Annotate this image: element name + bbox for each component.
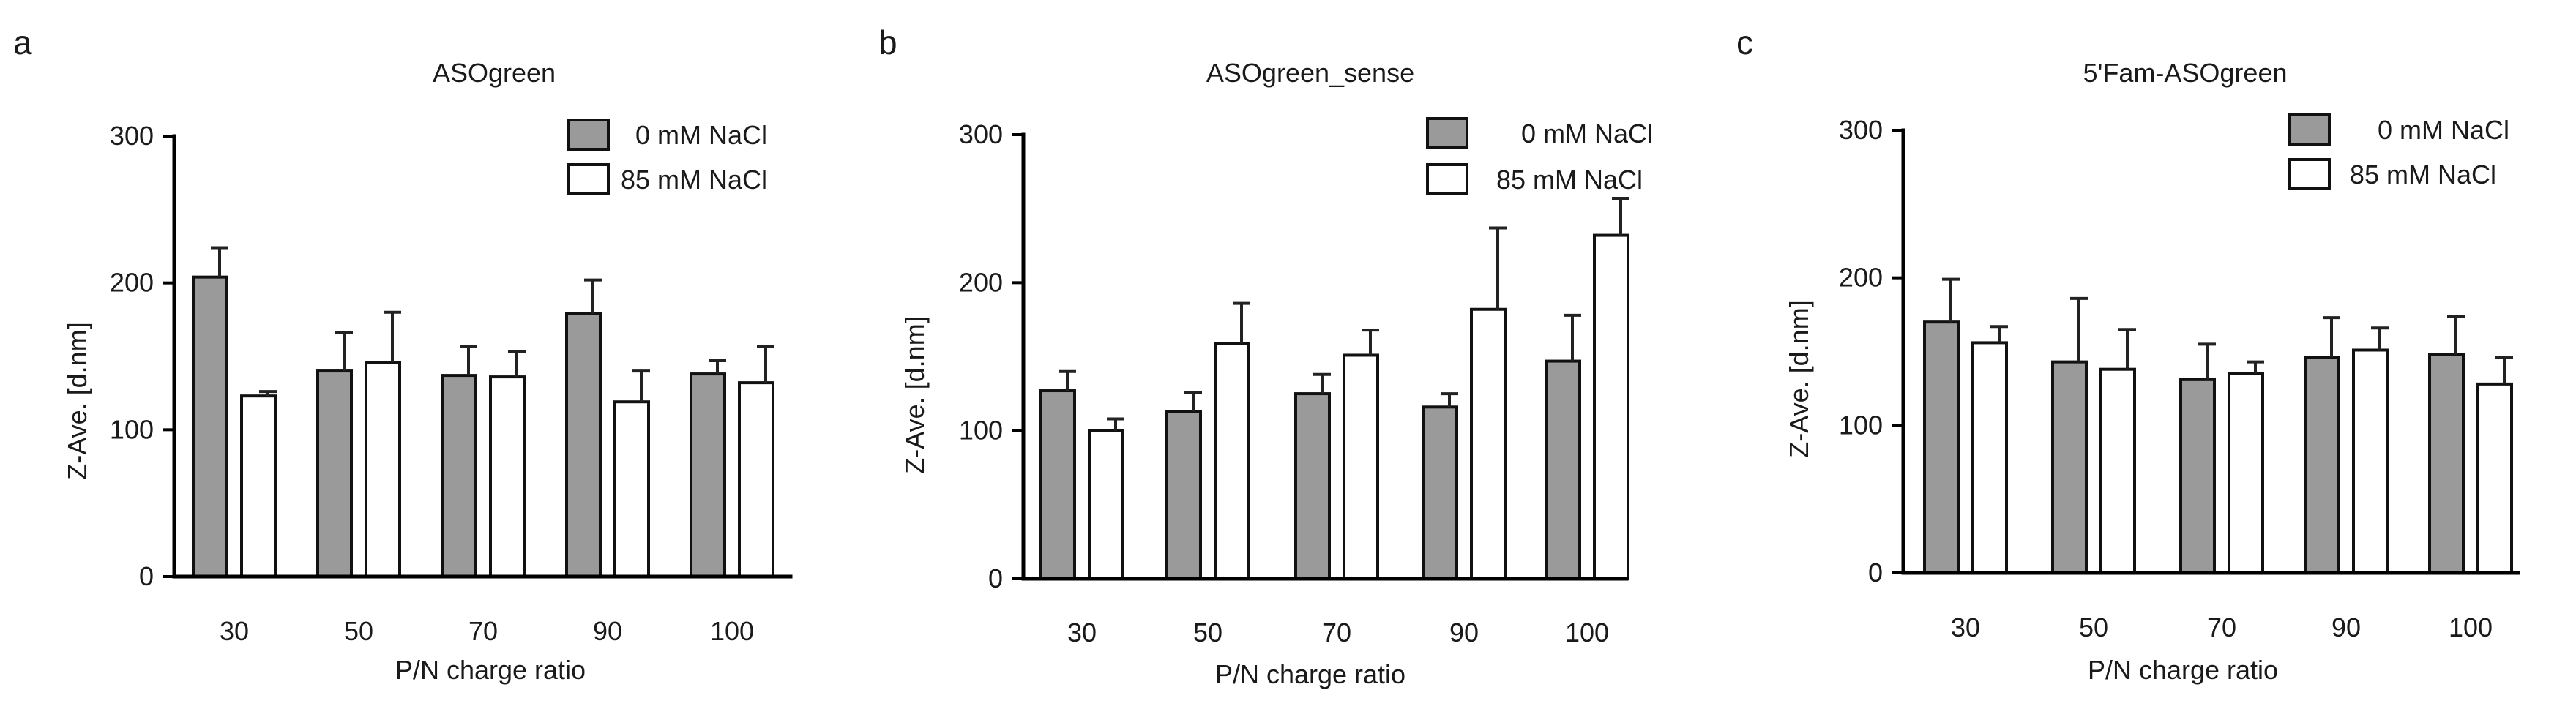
legend-label-85-mm-nacl: 85 mM NaCl [621,165,767,195]
chart-title: ASOgreen [433,58,556,88]
x-tick-label: 50 [2079,612,2108,642]
x-tick-label: 30 [1067,618,1097,648]
y-axis-title: Z-Ave. [d.nm] [900,316,930,473]
bar-85-mm-nacl-70 [1343,353,1379,580]
x-tick-label: 70 [468,616,498,646]
y-tick-label: 200 [959,267,1003,297]
bar-85-mm-nacl-30 [1971,341,2008,574]
y-tick-label: 300 [110,121,154,151]
panel-letter: a [13,23,32,61]
x-tick-label: 100 [2449,612,2493,642]
x-axis-title: P/N charge ratio [395,655,586,685]
bar-85-mm-nacl-70 [489,375,526,578]
legend: 0 mM NaCl 85 mM NaCl [567,119,767,195]
chart-title: ASOgreen_sense [1206,58,1414,88]
legend: 0 mM NaCl 85 mM NaCl [2288,113,2509,190]
y-tick-label: 0 [139,561,154,591]
bar-0-mm-nacl-100 [2428,353,2465,574]
bar-marks [1039,197,1629,581]
bar-0-mm-nacl-90 [565,312,602,578]
x-tick-label: 50 [1193,618,1222,648]
y-tick-label: 200 [1839,263,1883,293]
x-tick-label: 70 [2207,612,2236,642]
bar-marks [192,246,774,578]
legend-label-0-mm-nacl: 0 mM NaCl [1521,119,1653,149]
bar-85-mm-nacl-50 [1214,342,1250,580]
x-tick-label: 90 [1449,618,1479,648]
bar-0-mm-nacl-50 [316,369,353,578]
bar-marks [1923,277,2513,574]
x-axis-ticks: 30 50 70 90 100 [1901,571,2520,642]
y-axis-title: Z-Ave. [d.nm] [1784,300,1814,457]
legend-label-85-mm-nacl: 85 mM NaCl [1496,165,1643,195]
legend-label-85-mm-nacl: 85 mM NaCl [2350,160,2496,190]
legend-label-0-mm-nacl: 0 mM NaCl [635,120,767,150]
bar-0-mm-nacl-50 [1165,410,1202,581]
legend-label-0-mm-nacl: 0 mM NaCl [2378,115,2509,145]
bar-85-mm-nacl-100 [1593,233,1629,580]
x-axis-ticks: 30 50 70 90 100 [1021,577,1629,648]
y-axis-ticks: 0 100 200 300 [110,121,174,591]
chart-panel-b: b ASOgreen_sense Z-Ave. [d.nm] P/N charg… [878,23,1653,689]
y-tick-label: 200 [110,268,154,298]
y-axis-title: Z-Ave. [d.nm] [62,322,92,479]
y-tick-label: 0 [988,563,1003,593]
bar-85-mm-nacl-50 [365,361,401,578]
bar-0-mm-nacl-70 [441,374,477,578]
bar-85-mm-nacl-90 [1470,307,1507,580]
legend-swatch-85-mm-nacl [1426,163,1468,195]
bar-85-mm-nacl-90 [2352,348,2389,574]
chart-panel-a: a ASOgreen Z-Ave. [d.nm] P/N charge rati… [13,23,793,685]
bar-85-mm-nacl-100 [738,381,774,578]
x-tick-label: 30 [220,616,249,646]
y-axis-ticks: 0 100 200 300 [959,119,1023,593]
bar-85-mm-nacl-90 [613,400,650,578]
bar-0-mm-nacl-30 [192,275,228,578]
x-tick-label: 100 [710,616,754,646]
x-axis-ticks: 30 50 70 90 100 [172,574,793,646]
bar-0-mm-nacl-30 [1039,389,1076,581]
y-tick-label: 100 [110,414,154,444]
y-tick-label: 100 [1839,410,1883,440]
legend-swatch-85-mm-nacl [2288,158,2331,190]
legend-swatch-0-mm-nacl [567,119,610,151]
y-tick-label: 300 [1839,115,1883,145]
y-tick-label: 100 [959,416,1003,446]
bar-85-mm-nacl-70 [2228,372,2264,574]
legend: 0 mM NaCl 85 mM NaCl [1426,117,1653,195]
x-axis-title: P/N charge ratio [1215,659,1405,689]
legend-swatch-0-mm-nacl [2288,113,2331,146]
x-tick-label: 90 [2332,612,2361,642]
bar-0-mm-nacl-70 [2179,378,2216,574]
x-tick-label: 90 [593,616,622,646]
panel-letter: c [1736,23,1753,61]
chart-panel-c: c 5'Fam-ASOgreen Z-Ave. [d.nm] P/N charg… [1736,23,2520,685]
bar-0-mm-nacl-90 [2304,356,2340,574]
bar-85-mm-nacl-50 [2099,367,2136,574]
bar-0-mm-nacl-90 [1422,405,1458,580]
chart-title: 5'Fam-ASOgreen [2083,58,2288,88]
x-tick-label: 50 [344,616,373,646]
bar-0-mm-nacl-50 [2051,360,2088,574]
x-axis-title: P/N charge ratio [2088,655,2278,685]
y-axis-ticks: 0 100 200 300 [1839,115,1903,588]
bar-0-mm-nacl-100 [690,372,726,578]
panel-letter: b [878,23,897,61]
legend-swatch-0-mm-nacl [1426,117,1468,149]
x-tick-label: 100 [1565,618,1609,648]
bar-0-mm-nacl-70 [1294,392,1331,580]
bar-85-mm-nacl-30 [1088,429,1124,581]
legend-swatch-85-mm-nacl [567,163,610,195]
bar-85-mm-nacl-100 [2476,382,2513,574]
bar-0-mm-nacl-100 [1545,359,1581,580]
bar-0-mm-nacl-30 [1923,320,1960,574]
x-tick-label: 70 [1322,618,1351,648]
bar-85-mm-nacl-30 [240,394,277,578]
y-tick-label: 0 [1868,558,1883,588]
x-tick-label: 30 [1951,612,1980,642]
y-tick-label: 300 [959,119,1003,149]
